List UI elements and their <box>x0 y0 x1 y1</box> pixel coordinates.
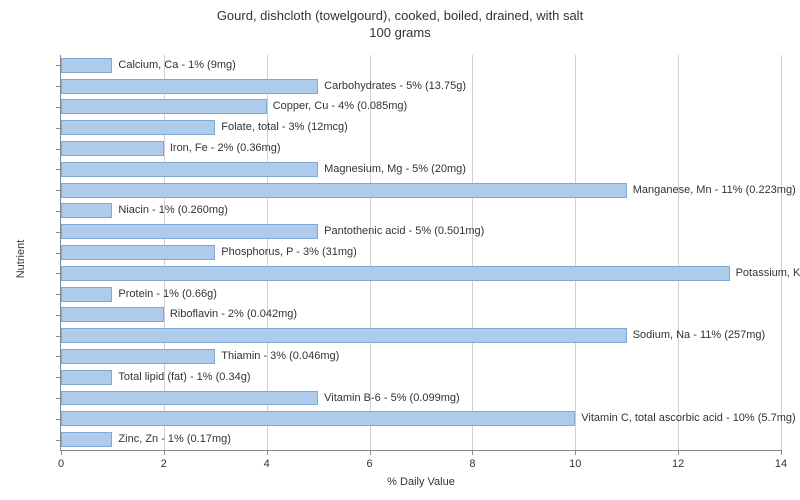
x-tick <box>678 450 679 455</box>
bar-label: Sodium, Na - 11% (257mg) <box>633 330 765 341</box>
x-tick <box>575 450 576 455</box>
x-tick-label: 14 <box>775 458 787 470</box>
bar <box>61 266 730 281</box>
bar-label: Carbohydrates - 5% (13.75g) <box>324 81 466 92</box>
bar <box>61 162 318 177</box>
title-line-2: 100 grams <box>369 25 430 40</box>
bar-label: Vitamin C, total ascorbic acid - 10% (5.… <box>581 413 795 424</box>
bar-label: Vitamin B-6 - 5% (0.099mg) <box>324 393 460 404</box>
bar <box>61 287 112 302</box>
bar-label: Niacin - 1% (0.260mg) <box>118 205 227 216</box>
x-tick <box>61 450 62 455</box>
bar <box>61 141 164 156</box>
chart-title: Gourd, dishcloth (towelgourd), cooked, b… <box>0 8 800 42</box>
x-tick-label: 8 <box>469 458 475 470</box>
x-tick <box>370 450 371 455</box>
title-line-1: Gourd, dishcloth (towelgourd), cooked, b… <box>217 8 583 23</box>
bar <box>61 307 164 322</box>
bar-label: Manganese, Mn - 11% (0.223mg) <box>633 185 796 196</box>
bar <box>61 370 112 385</box>
bar-label: Phosphorus, P - 3% (31mg) <box>221 247 357 258</box>
bar-label: Potassium, K - 13% (453mg) <box>736 268 800 279</box>
nutrient-chart: Gourd, dishcloth (towelgourd), cooked, b… <box>0 0 800 500</box>
x-tick <box>267 450 268 455</box>
bar <box>61 99 267 114</box>
bar-label: Iron, Fe - 2% (0.36mg) <box>170 143 281 154</box>
gridline <box>781 55 782 450</box>
bar <box>61 328 627 343</box>
bar-label: Pantothenic acid - 5% (0.501mg) <box>324 226 484 237</box>
gridline <box>472 55 473 450</box>
bar-label: Total lipid (fat) - 1% (0.34g) <box>118 372 250 383</box>
plot-area: Nutrient % Daily Value 02468101214Calciu… <box>60 55 781 451</box>
y-axis-label: Nutrient <box>15 239 27 278</box>
x-tick <box>781 450 782 455</box>
gridline <box>370 55 371 450</box>
x-tick <box>164 450 165 455</box>
bar <box>61 224 318 239</box>
bar <box>61 391 318 406</box>
x-tick-label: 6 <box>367 458 373 470</box>
bar <box>61 203 112 218</box>
x-tick-label: 4 <box>264 458 270 470</box>
bar <box>61 120 215 135</box>
x-tick <box>472 450 473 455</box>
bar <box>61 245 215 260</box>
x-tick-label: 0 <box>58 458 64 470</box>
x-axis-label: % Daily Value <box>387 476 455 488</box>
bar <box>61 183 627 198</box>
bar <box>61 411 575 426</box>
bar <box>61 432 112 447</box>
x-tick-label: 10 <box>569 458 581 470</box>
x-tick-label: 12 <box>672 458 684 470</box>
x-tick-label: 2 <box>161 458 167 470</box>
bar-label: Zinc, Zn - 1% (0.17mg) <box>118 434 230 445</box>
bar <box>61 58 112 73</box>
gridline <box>678 55 679 450</box>
bar <box>61 349 215 364</box>
gridline <box>575 55 576 450</box>
bar <box>61 79 318 94</box>
bar-label: Riboflavin - 2% (0.042mg) <box>170 309 297 320</box>
bar-label: Protein - 1% (0.66g) <box>118 289 216 300</box>
bar-label: Magnesium, Mg - 5% (20mg) <box>324 164 466 175</box>
bar-label: Copper, Cu - 4% (0.085mg) <box>273 101 408 112</box>
bar-label: Folate, total - 3% (12mcg) <box>221 122 348 133</box>
bar-label: Thiamin - 3% (0.046mg) <box>221 351 339 362</box>
bar-label: Calcium, Ca - 1% (9mg) <box>118 60 235 71</box>
